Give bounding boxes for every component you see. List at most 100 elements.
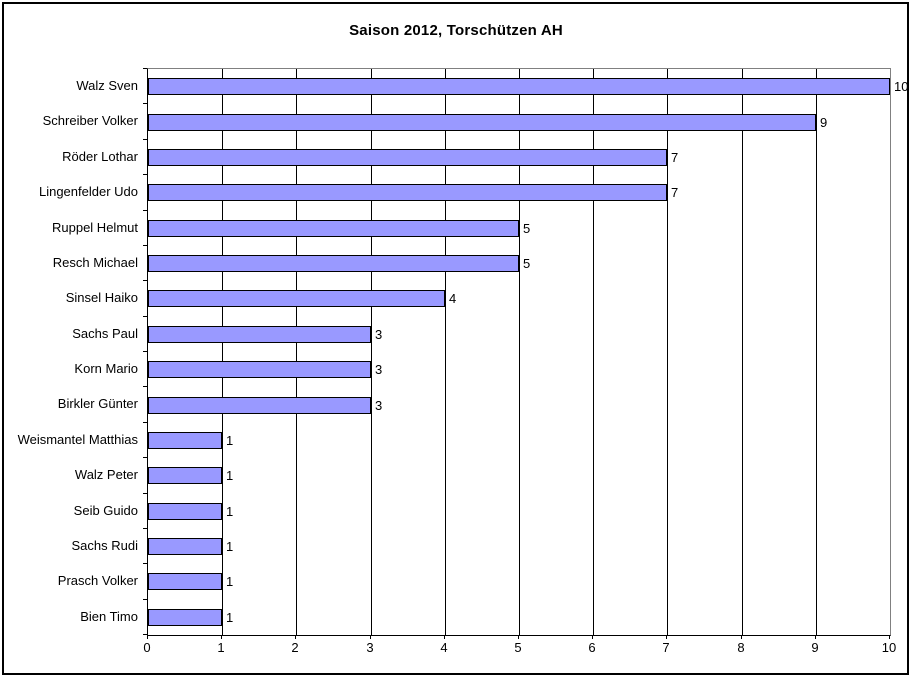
gridline-x-5 [519,69,520,635]
bar-value-label: 1 [226,504,234,519]
x-axis-tick [147,635,148,639]
x-axis-label-4: 4 [440,640,448,655]
bar-ruppel-helmut [148,220,519,237]
category-label: Röder Lothar [62,149,138,164]
category-label: Weismantel Matthias [17,432,138,447]
x-axis-tick [518,635,519,639]
x-axis-tick [444,635,445,639]
y-axis-tick [143,210,147,211]
category-label: Korn Mario [74,361,138,376]
bar-sinsel-haiko [148,290,445,307]
category-label: Walz Sven [76,78,138,93]
x-axis-label-1: 1 [217,640,225,655]
y-axis-tick [143,68,147,69]
bar-value-label: 10 [894,79,909,94]
plot-area: 10 9 7 7 5 5 4 3 3 3 1 1 1 1 1 1 [147,68,908,636]
category-label: Bien Timo [80,609,138,624]
category-label: Birkler Günter [57,396,138,411]
y-axis-tick [143,245,147,246]
bar-value-label: 3 [375,362,383,377]
y-axis-tick [143,174,147,175]
x-axis-label-0: 0 [143,640,151,655]
x-axis-label-8: 8 [737,640,745,655]
y-axis-tick [143,493,147,494]
bar-value-label: 1 [226,539,234,554]
bar-value-label: 1 [226,468,234,483]
bar-bien-timo [148,609,222,626]
bar-schreiber-volker [148,114,816,131]
bar-value-label: 1 [226,574,234,589]
gridline-x-3 [371,69,372,635]
y-axis-tick [143,457,147,458]
gridline-x-2 [296,69,297,635]
bar-korn-mario [148,361,371,378]
bar-walz-sven [148,78,890,95]
x-axis-tick [221,635,222,639]
bar-value-label: 1 [226,610,234,625]
gridline-x-1 [222,69,223,635]
category-label: Sinsel Haiko [65,290,138,305]
bar-value-label: 9 [820,115,828,130]
bar-r-der-lothar [148,149,667,166]
bar-walz-peter [148,467,222,484]
bar-seib-guido [148,503,222,520]
bar-resch-michael [148,255,519,272]
x-axis-label-6: 6 [588,640,596,655]
x-axis-tick [592,635,593,639]
bar-lingenfelder-udo [148,184,667,201]
y-axis-tick [143,103,147,104]
category-label: Walz Peter [74,467,138,482]
bar-value-label: 7 [671,185,679,200]
x-axis-label-7: 7 [662,640,670,655]
x-axis-label-2: 2 [291,640,299,655]
y-axis-tick [143,316,147,317]
y-axis-tick [143,351,147,352]
category-label: Seib Guido [73,503,138,518]
y-axis-tick [143,563,147,564]
gridline-x-7 [667,69,668,635]
category-label: Ruppel Helmut [52,220,138,235]
x-axis-label-9: 9 [811,640,819,655]
gridline-x-8 [742,69,743,635]
bar-value-label: 7 [671,150,679,165]
y-axis-tick [143,386,147,387]
x-axis-tick [815,635,816,639]
x-axis-tick [666,635,667,639]
category-label: Resch Michael [52,255,138,270]
y-axis-tick [143,634,147,635]
category-label: Prasch Volker [57,573,138,588]
x-axis-label-5: 5 [514,640,522,655]
category-label: Lingenfelder Udo [38,184,138,199]
bar-value-label: 3 [375,327,383,342]
x-axis-tick [889,635,890,639]
x-axis-label-10: 10 [881,640,897,655]
chart-title: Saison 2012, Torschützen AH [349,22,563,39]
x-axis-tick [370,635,371,639]
bar-birkler-g-nter [148,397,371,414]
y-axis-tick [143,280,147,281]
x-axis-tick [295,635,296,639]
bar-value-label: 5 [523,256,531,271]
bar-sachs-paul [148,326,371,343]
category-label: Sachs Paul [72,326,138,341]
bar-value-label: 5 [523,221,531,236]
gridline-x-4 [445,69,446,635]
category-label: Schreiber Volker [42,113,138,128]
gridline-x-9 [816,69,817,635]
bar-prasch-volker [148,573,222,590]
bar-value-label: 1 [226,433,234,448]
x-axis-tick [741,635,742,639]
y-axis-tick [143,528,147,529]
gridline-x-6 [593,69,594,635]
bar-value-label: 3 [375,398,383,413]
category-label: Sachs Rudi [71,538,138,553]
bar-sachs-rudi [148,538,222,555]
y-axis-tick [143,599,147,600]
x-axis-label-3: 3 [366,640,374,655]
bar-weismantel-matthias [148,432,222,449]
y-axis-tick [143,139,147,140]
y-axis-tick [143,422,147,423]
bar-value-label: 4 [449,291,457,306]
